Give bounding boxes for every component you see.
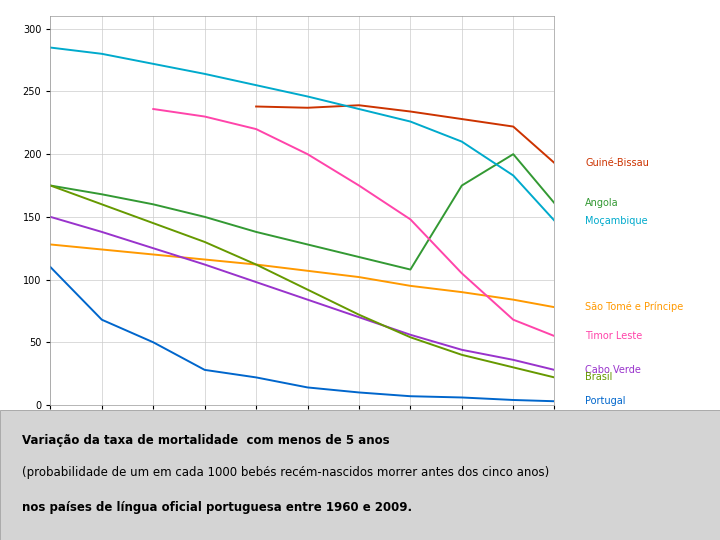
Text: Angola: Angola (585, 198, 619, 208)
Text: Guiné-Bissau: Guiné-Bissau (585, 158, 649, 168)
Text: São Tomé e Príncipe: São Tomé e Príncipe (585, 302, 683, 313)
Text: nos países de língua oficial portuguesa entre 1960 e 2009.: nos países de língua oficial portuguesa … (22, 501, 412, 514)
Text: Timor Leste: Timor Leste (585, 331, 642, 341)
Text: Cabo Verde: Cabo Verde (585, 365, 641, 375)
Text: (probabilidade de um em cada 1000 bebés recém-nascidos morrer antes dos cinco an: (probabilidade de um em cada 1000 bebés … (22, 466, 553, 479)
Text: Brasil: Brasil (585, 373, 613, 382)
Text: Portugal: Portugal (585, 396, 626, 406)
Text: Moçambique: Moçambique (585, 215, 648, 226)
Text: Variação da taxa de mortalidade  com menos de 5 anos: Variação da taxa de mortalidade com meno… (22, 434, 390, 447)
